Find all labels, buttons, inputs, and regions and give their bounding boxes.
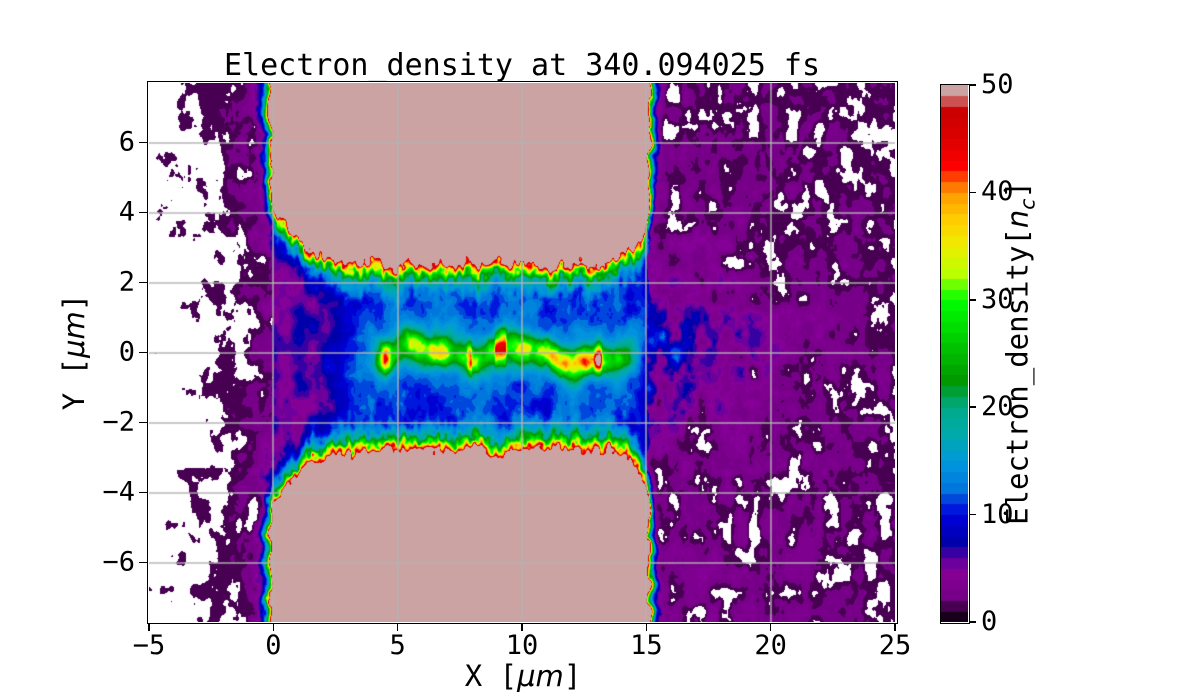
chart-title: Electron_density at 340.094025 fs xyxy=(223,48,821,83)
x-tick-label: 15 xyxy=(630,630,663,661)
x-tick-label: 0 xyxy=(265,630,282,661)
x-axis-label-text: X [ xyxy=(464,659,518,693)
x-tick-label: 5 xyxy=(389,630,406,661)
x-axis-label-close: ] xyxy=(563,659,582,693)
y-tick-label: 0 xyxy=(118,335,135,367)
y-axis-label-close: ] xyxy=(57,293,91,312)
x-tick-mark xyxy=(521,623,523,631)
colorbar-tick-label: 10 xyxy=(981,498,1014,530)
x-tick-label: 20 xyxy=(754,630,787,661)
colorbar-unit-subscript: c xyxy=(1015,198,1040,210)
x-tick-label: −5 xyxy=(132,630,166,661)
y-tick-label: −4 xyxy=(102,475,135,507)
colorbar-tick-mark xyxy=(969,191,976,194)
colorbar-tick-mark xyxy=(969,84,976,86)
colorbar-tick-label: 20 xyxy=(981,391,1014,423)
y-tick-mark xyxy=(139,281,147,284)
colorbar-tick-mark xyxy=(969,299,976,301)
y-tick-mark xyxy=(139,491,147,494)
y-tick-label: 4 xyxy=(118,195,135,227)
y-tick-mark xyxy=(139,211,147,214)
colorbar-unit-symbol: n xyxy=(1000,209,1035,229)
x-axis-unit: μm xyxy=(517,659,564,693)
y-axis-unit: μm xyxy=(57,311,91,358)
colorbar-tick-label: 50 xyxy=(981,68,1014,100)
colorbar-label-text: Electron_density[ xyxy=(1000,228,1035,525)
colorbar-tick-label: 40 xyxy=(981,176,1014,208)
x-tick-label: 25 xyxy=(878,630,912,661)
colorbar-tick-label: 0 xyxy=(981,605,998,637)
density-heatmap-canvas xyxy=(149,83,895,622)
colorbar-tick-mark xyxy=(969,513,976,516)
y-axis-label: Y [μm] xyxy=(57,294,91,411)
y-tick-label: −2 xyxy=(102,405,135,437)
y-tick-mark xyxy=(139,421,147,424)
y-tick-label: −6 xyxy=(102,545,135,577)
x-axis-label: X [μm] xyxy=(465,659,582,693)
x-tick-mark xyxy=(148,623,150,631)
colorbar-tick-label: 30 xyxy=(981,283,1014,315)
colorbar-canvas xyxy=(941,85,968,622)
colorbar-label: Electron_density[nc] xyxy=(1001,181,1040,525)
x-tick-mark xyxy=(272,623,275,631)
y-tick-mark xyxy=(139,561,147,564)
y-tick-label: 2 xyxy=(118,265,135,297)
x-tick-mark xyxy=(894,623,896,631)
y-tick-label: 6 xyxy=(118,125,135,157)
y-tick-mark xyxy=(139,351,147,354)
colorbar-tick-mark xyxy=(969,406,976,408)
colorbar-tick-mark xyxy=(969,621,976,623)
x-tick-mark xyxy=(769,623,772,631)
x-tick-label: 10 xyxy=(505,630,539,661)
x-tick-mark xyxy=(645,623,648,631)
y-tick-mark xyxy=(139,141,147,144)
x-tick-mark xyxy=(396,623,399,631)
y-axis-label-text: Y [ xyxy=(57,357,91,411)
colorbar-label-close: ] xyxy=(1000,181,1035,199)
